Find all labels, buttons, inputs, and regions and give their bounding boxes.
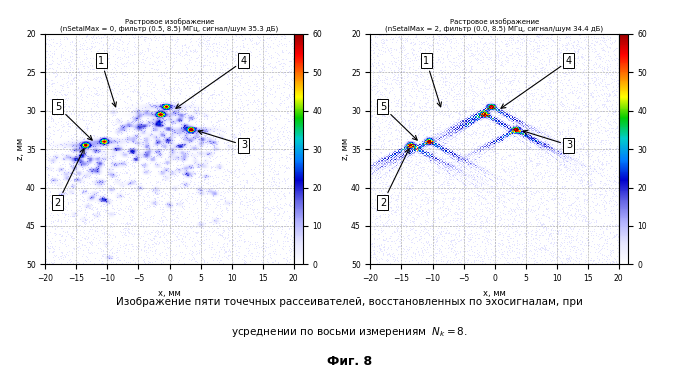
Y-axis label: z, мм: z, мм	[340, 138, 350, 160]
X-axis label: x, мм: x, мм	[158, 289, 181, 298]
Text: Фиг. 8: Фиг. 8	[327, 356, 372, 368]
Text: 1: 1	[98, 56, 117, 107]
Text: 4: 4	[501, 56, 572, 108]
Text: 5: 5	[380, 102, 417, 140]
Text: 3: 3	[523, 130, 572, 150]
X-axis label: x, мм: x, мм	[483, 289, 506, 298]
Title: Растровое изображение
(nSetalMax = 0, фильтр (0.5, 8.5) МГц, сигнал/шум 35.3 дБ): Растровое изображение (nSetalMax = 0, фи…	[60, 18, 279, 33]
Text: 3: 3	[198, 130, 247, 150]
Text: 2: 2	[380, 149, 409, 208]
Text: 1: 1	[423, 56, 442, 107]
Title: Растровое изображение
(nSetalMax = 2, фильтр (0.0, 8.5) МГц, сигнал/шум 34.4 дБ): Растровое изображение (nSetalMax = 2, фи…	[385, 18, 604, 33]
Text: 2: 2	[55, 149, 84, 208]
Text: 4: 4	[176, 56, 247, 108]
Text: Изображение пяти точечных рассеивателей, восстановленных по эхосигналам, при: Изображение пяти точечных рассеивателей,…	[116, 297, 583, 307]
Text: 5: 5	[55, 102, 92, 140]
Text: усреднении по восьми измерениям  $N_k = 8$.: усреднении по восьми измерениям $N_k = 8…	[231, 325, 468, 339]
Y-axis label: z, мм: z, мм	[15, 138, 24, 160]
